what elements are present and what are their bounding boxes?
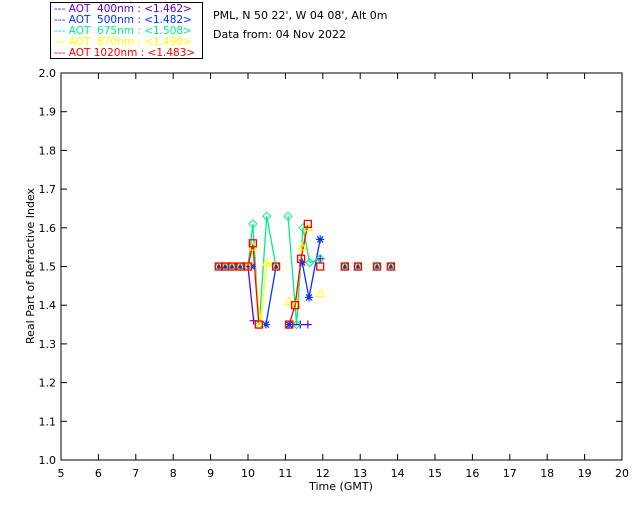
data-point-square <box>290 301 300 310</box>
legend-item-870: --- AOT 870nm : <1.490> <box>54 36 192 48</box>
data-point-plus <box>316 254 325 263</box>
y-tick-label: 1.1 <box>39 415 57 428</box>
x-tick-label: 18 <box>540 467 554 480</box>
series-line-segment <box>265 266 277 325</box>
y-tick-label: 1.0 <box>39 454 57 467</box>
data-point-square <box>316 262 325 271</box>
x-tick-label: 9 <box>207 467 214 480</box>
x-tick-label: 17 <box>503 467 517 480</box>
series-line-segment <box>309 258 321 264</box>
data-point-triangle <box>261 257 272 267</box>
x-tick-label: 15 <box>428 467 442 480</box>
x-tick-label: 16 <box>465 467 479 480</box>
series-line-segment <box>301 262 310 298</box>
legend-item-500: --- AOT 500nm : <1.482> <box>54 14 192 26</box>
y-tick-label: 1.4 <box>39 299 57 312</box>
legend-item-1020: --- AOT 1020nm : <1.483> <box>54 47 196 59</box>
data-point-square <box>303 219 312 229</box>
series-line-segment <box>259 262 268 325</box>
data-point-square <box>235 262 245 271</box>
data-point-diamond <box>291 319 302 330</box>
data-point-asterisk <box>373 262 382 271</box>
data-point-asterisk <box>214 262 223 271</box>
data-point-square <box>296 254 306 263</box>
data-point-square <box>372 262 382 271</box>
series-line-segment <box>294 258 302 306</box>
data-point-square <box>284 320 294 329</box>
data-point-plus <box>303 320 312 329</box>
y-tick-label: 1.8 <box>39 144 57 157</box>
legend: --- AOT 400nm : <1.462> --- AOT 500nm : … <box>50 2 203 59</box>
data-point-square <box>271 262 281 271</box>
data-point-asterisk <box>316 235 325 244</box>
series-line-segment <box>300 223 309 259</box>
legend-item-400: --- AOT 400nm : <1.462> <box>54 3 192 15</box>
data-point-asterisk <box>261 320 270 329</box>
site-info: PML, N 50 22', W 04 08', Alt 0m Data fro… <box>213 6 387 44</box>
series-line-segment <box>258 216 268 325</box>
data-point-asterisk <box>236 262 245 271</box>
x-tick-label: 7 <box>132 467 139 480</box>
data-point-asterisk <box>340 262 349 271</box>
data-point-diamond <box>298 223 308 233</box>
x-tick-label: 11 <box>278 467 292 480</box>
x-axis-label: Time (GMT) <box>308 480 373 493</box>
data-point-square <box>340 262 350 271</box>
x-tick-label: 5 <box>58 467 65 480</box>
y-tick-label: 2.0 <box>39 67 57 80</box>
data-point-triangle <box>297 242 308 251</box>
data-point-asterisk <box>272 262 281 271</box>
data-point-square <box>353 262 363 271</box>
x-tick-label: 13 <box>353 467 367 480</box>
data-point-square <box>227 262 237 271</box>
y-tick-label: 1.9 <box>39 106 57 119</box>
y-tick-label: 1.2 <box>39 377 57 390</box>
y-tick-label: 1.7 <box>39 183 57 196</box>
series-line-segment <box>247 223 254 267</box>
legend-item-675: --- AOT 675nm : <1.508> <box>54 25 192 37</box>
data-point-diamond <box>283 211 293 221</box>
series-line-segment <box>252 243 260 325</box>
y-tick-label: 1.3 <box>39 338 57 351</box>
series-line-segment <box>247 266 255 321</box>
series-line-segment <box>308 239 321 298</box>
data-date: Data from: 04 Nov 2022 <box>213 28 347 41</box>
x-tick-label: 6 <box>95 467 102 480</box>
data-point-asterisk <box>304 293 313 302</box>
data-point-asterisk <box>227 262 236 271</box>
data-point-square <box>243 262 253 271</box>
data-point-asterisk <box>285 320 294 329</box>
series-line-segment <box>295 227 304 325</box>
site-location: PML, N 50 22', W 04 08', Alt 0m <box>213 9 388 22</box>
series-line-segment <box>302 227 311 263</box>
data-point-asterisk <box>221 262 230 271</box>
series-line-segment <box>266 216 277 267</box>
data-point-triangle <box>315 288 326 298</box>
x-tick-label: 19 <box>578 467 592 480</box>
data-point-asterisk <box>386 262 395 271</box>
x-tick-label: 20 <box>615 467 629 480</box>
data-point-asterisk <box>353 262 362 271</box>
x-tick-label: 14 <box>391 467 405 480</box>
data-point-square <box>254 320 263 329</box>
y-axis-label: Real Part of Refractive Index <box>24 187 37 344</box>
data-point-square <box>386 262 396 271</box>
data-point-diamond <box>248 219 258 229</box>
data-point-square <box>248 239 258 248</box>
y-tick-label: 1.6 <box>39 222 57 235</box>
x-tick-label: 8 <box>170 467 177 480</box>
y-tick-label: 1.5 <box>39 261 57 274</box>
data-point-diamond <box>305 257 315 268</box>
data-point-triangle <box>284 296 295 305</box>
x-tick-label: 10 <box>241 467 255 480</box>
data-point-diamond <box>261 211 272 221</box>
x-tick-label: 12 <box>316 467 330 480</box>
